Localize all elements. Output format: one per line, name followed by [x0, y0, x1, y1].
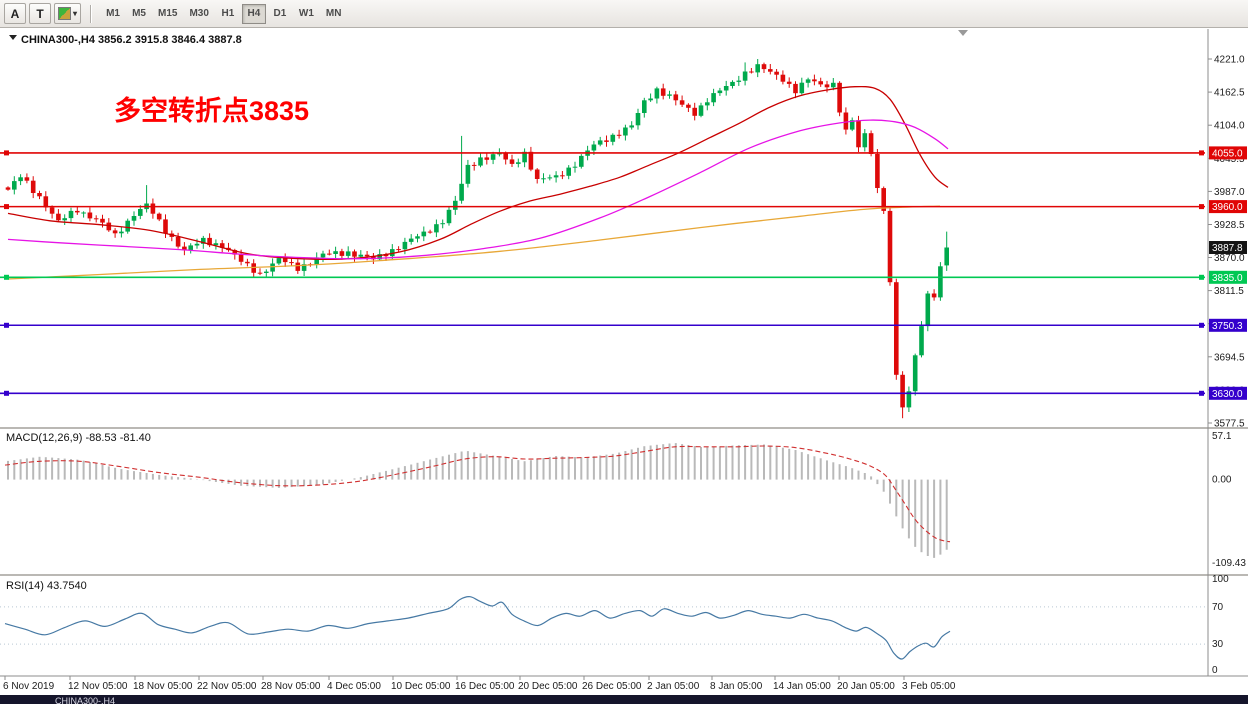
svg-text:4162.5: 4162.5	[1214, 88, 1245, 99]
timeframe-group: M1 M5 M15 M30 H1 H4 D1 W1 MN	[100, 3, 347, 24]
chart-annotation-text[interactable]: 多空转折点3835	[114, 95, 309, 126]
timeframe-button-h4[interactable]: H4	[241, 3, 266, 24]
timeframe-button-w1[interactable]: W1	[294, 4, 319, 24]
svg-text:3694.5: 3694.5	[1214, 352, 1245, 363]
svg-text:3960.0: 3960.0	[1212, 202, 1243, 213]
ma-line-slow	[7, 205, 941, 280]
svg-text:57.1: 57.1	[1212, 431, 1232, 442]
svg-text:2 Jan 05:00: 2 Jan 05:00	[647, 681, 700, 692]
rsi-panel	[0, 596, 1208, 660]
svg-text:0: 0	[1212, 665, 1218, 676]
toolbar-separator	[90, 4, 92, 23]
svg-text:3870.0: 3870.0	[1214, 253, 1245, 264]
svg-text:8 Jan 05:00: 8 Jan 05:00	[710, 681, 763, 692]
svg-text:6 Nov 2019: 6 Nov 2019	[3, 681, 55, 692]
symbol-dropdown-icon[interactable]	[9, 35, 17, 40]
svg-text:100: 100	[1212, 574, 1229, 585]
svg-text:22 Nov 05:00: 22 Nov 05:00	[197, 681, 257, 692]
color-picker-button[interactable]: ▾	[54, 3, 82, 24]
timeframe-button-m15[interactable]: M15	[153, 4, 182, 24]
price-axis[interactable]: 4221.04162.54104.04045.53987.03928.53870…	[1208, 55, 1247, 430]
timeframe-button-m30[interactable]: M30	[184, 4, 213, 24]
svg-text:14 Jan 05:00: 14 Jan 05:00	[773, 681, 831, 692]
rsi-line	[4, 596, 951, 660]
svg-text:18 Nov 05:00: 18 Nov 05:00	[133, 681, 193, 692]
svg-text:3577.5: 3577.5	[1214, 419, 1245, 430]
text-tool-button[interactable]: T	[29, 3, 51, 24]
svg-text:20 Jan 05:00: 20 Jan 05:00	[837, 681, 895, 692]
indicator-axes: 57.1 0.00 -109.43 100 70 30 0	[1212, 431, 1246, 676]
svg-text:3630.0: 3630.0	[1212, 389, 1243, 400]
svg-text:3987.0: 3987.0	[1214, 187, 1245, 198]
svg-text:4221.0: 4221.0	[1214, 55, 1245, 66]
svg-text:3887.8: 3887.8	[1212, 243, 1243, 254]
chevron-down-icon: ▾	[73, 9, 78, 18]
timeframe-button-m1[interactable]: M1	[101, 4, 125, 24]
horizontal-lines[interactable]	[0, 150, 1205, 396]
macd-signal-line	[4, 445, 951, 543]
macd-panel	[4, 443, 951, 558]
panel-separators[interactable]	[0, 29, 1248, 677]
time-axis[interactable]: 6 Nov 2019 12 Nov 05:00 18 Nov 05:00 22 Nov…	[3, 676, 956, 692]
ma-line-mid	[7, 119, 949, 260]
svg-text:4104.0: 4104.0	[1214, 121, 1245, 132]
svg-text:10 Dec 05:00: 10 Dec 05:00	[391, 681, 451, 692]
svg-text:3928.5: 3928.5	[1214, 220, 1245, 231]
svg-text:12 Nov 05:00: 12 Nov 05:00	[68, 681, 128, 692]
svg-text:30: 30	[1212, 639, 1224, 650]
chart-symbol-header: CHINA300-,H4 3856.2 3915.8 3846.4 3887.8	[21, 34, 242, 46]
svg-text:70: 70	[1212, 602, 1224, 613]
timeframe-button-d1[interactable]: D1	[268, 4, 292, 24]
ma-line-fast	[7, 85, 949, 261]
svg-text:3 Feb 05:00: 3 Feb 05:00	[902, 681, 956, 692]
toolbar: A T ▾ M1 M5 M15 M30 H1 H4 D1 W1 MN	[0, 0, 1248, 28]
svg-text:3750.3: 3750.3	[1212, 321, 1243, 332]
svg-text:28 Nov 05:00: 28 Nov 05:00	[261, 681, 321, 692]
svg-text:3835.0: 3835.0	[1212, 273, 1243, 284]
bottom-tab-bar[interactable]: CHINA300-,H4	[0, 695, 1248, 704]
svg-text:4 Dec 05:00: 4 Dec 05:00	[327, 681, 381, 692]
arrow-tool-button[interactable]: A	[4, 3, 26, 24]
generated-chart-layers: 4221.04162.54104.04045.53987.03928.53870…	[0, 29, 1248, 692]
color-swatch-icon	[58, 7, 71, 20]
svg-text:-109.43: -109.43	[1212, 558, 1246, 569]
svg-text:16 Dec 05:00: 16 Dec 05:00	[455, 681, 515, 692]
timeframe-button-h1[interactable]: H1	[216, 4, 240, 24]
svg-text:4055.0: 4055.0	[1212, 148, 1243, 159]
chart-tab[interactable]: CHINA300-,H4	[55, 696, 116, 704]
rsi-indicator-label: RSI(14) 43.7540	[6, 580, 87, 592]
timeframe-button-mn[interactable]: MN	[321, 4, 347, 24]
chart-shift-marker-icon[interactable]	[958, 30, 968, 36]
svg-text:0.00: 0.00	[1212, 475, 1232, 486]
svg-text:3811.5: 3811.5	[1214, 286, 1244, 297]
svg-text:26 Dec 05:00: 26 Dec 05:00	[582, 681, 642, 692]
timeframe-button-m5[interactable]: M5	[127, 4, 151, 24]
svg-text:20 Dec 05:00: 20 Dec 05:00	[518, 681, 578, 692]
macd-indicator-label: MACD(12,26,9) -88.53 -81.40	[6, 432, 151, 444]
